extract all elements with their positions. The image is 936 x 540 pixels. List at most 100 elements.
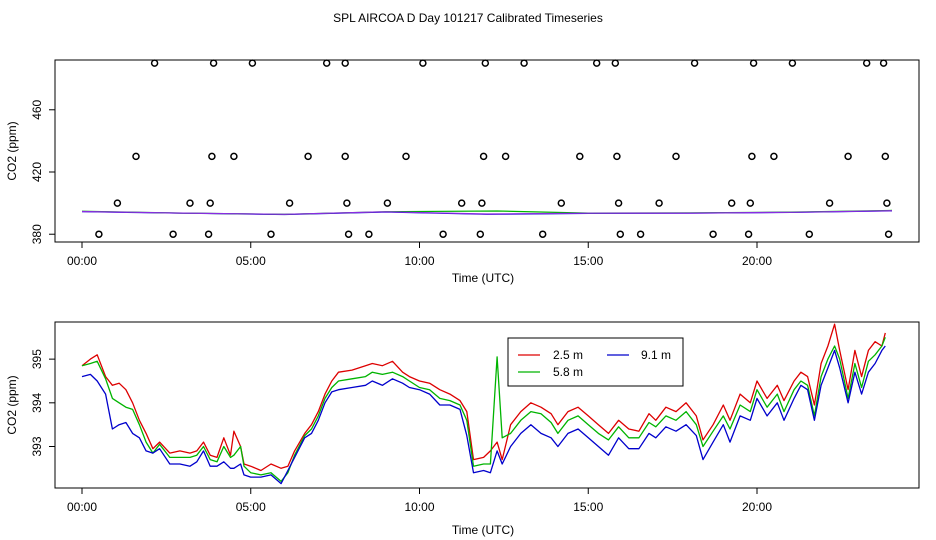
data-point [884,230,893,238]
panel-top-x-axis: 00:00 05:00 10:00 15:00 20:00 [67,242,772,268]
x-tick-label: 15:00 [573,500,603,514]
data-point [709,230,717,238]
data-point [204,230,213,238]
data-point [770,152,778,161]
data-point [862,59,871,67]
y-tick-label: 420 [30,162,44,182]
x-tick-label: 00:00 [67,254,97,268]
legend-box [507,337,684,387]
data-point [746,199,755,207]
data-point [208,152,216,161]
data-point [365,230,373,238]
data-point [616,230,625,238]
data-point [557,199,566,207]
panel-top-x-label: Time (UTC) [452,271,514,285]
data-point [478,199,486,207]
data-point [481,59,490,67]
x-tick-label: 20:00 [742,254,772,268]
panel-bottom-y-label: CO2 (ppm) [5,375,19,434]
data-point [805,230,814,238]
data-point [402,152,410,161]
y-tick-label: 394 [30,392,44,412]
data-point [169,230,177,238]
figure-title: SPL AIRCOA D Day 101217 Calibrated Times… [333,11,603,25]
x-tick-label: 20:00 [742,500,772,514]
series-line-red [81,323,886,472]
panel-bottom-x-label: Time (UTC) [452,523,514,537]
data-point [636,230,645,238]
data-point [749,59,758,67]
panel-bottom-y-axis: 393 394 395 [30,349,55,457]
data-point [186,199,194,207]
legend-label-5-8m: 5.8 m [553,365,583,379]
data-point [304,152,312,161]
data-point [206,199,214,207]
data-point [520,59,528,67]
data-point [576,152,584,161]
data-point [341,59,349,67]
data-point [592,59,601,67]
data-point [727,199,736,207]
data-point [690,59,699,67]
data-point [479,152,488,161]
panel-top: 00:00 05:00 10:00 15:00 20:00 380 420 460 Time… [5,59,920,285]
data-point [322,59,331,67]
data-point [672,152,680,161]
x-tick-label: 05:00 [236,500,266,514]
data-point [844,152,852,161]
data-point [419,59,427,67]
panel-bottom-frame [54,321,920,489]
data-point [538,230,547,238]
series-line-green [81,337,886,483]
data-point [230,152,238,161]
data-point [614,199,623,207]
data-point [476,230,485,238]
x-tick-label: 05:00 [236,254,266,268]
y-tick-label: 393 [30,436,44,456]
panel-bottom-marks [81,323,886,485]
data-point [344,230,353,238]
data-point [209,59,218,67]
data-point [343,199,351,207]
panel-bottom-x-axis: 00:00 05:00 10:00 15:00 20:00 [67,488,772,514]
data-point [655,199,663,207]
data-point [788,59,797,67]
data-point [248,59,257,67]
data-point [879,59,888,67]
panel-top-series-purple [81,210,893,215]
panel-top-y-label: CO2 (ppm) [5,121,19,180]
x-tick-label: 10:00 [404,500,434,514]
data-point [825,199,834,207]
data-point [383,199,392,207]
data-point [285,199,294,207]
data-point [501,152,510,161]
legend: 2.5 m 5.8 m 9.1 m [507,337,684,387]
data-point [881,152,890,161]
data-point [883,199,891,207]
x-tick-label: 10:00 [404,254,434,268]
panel-bottom: 00:00 05:00 10:00 15:00 20:00 393 394 395 Time… [5,321,920,537]
data-point [457,199,466,207]
data-point [744,230,753,238]
panel-top-marks [81,59,893,238]
x-tick-label: 00:00 [67,500,97,514]
legend-label-2-5m: 2.5 m [553,348,583,362]
y-tick-label: 395 [30,349,44,369]
panel-top-y-axis: 380 420 460 [30,99,55,244]
x-tick-label: 15:00 [573,254,603,268]
data-point [113,199,122,207]
legend-label-9-1m: 9.1 m [641,348,671,362]
y-tick-label: 380 [30,224,44,244]
data-point [613,152,621,161]
data-point [150,59,159,67]
data-point [748,152,756,161]
data-point [95,230,103,238]
data-point [611,59,620,67]
data-point [439,230,447,238]
series-line-blue [81,345,886,485]
data-point [341,152,349,161]
data-point [267,230,275,238]
y-tick-label: 460 [30,99,44,119]
data-point [132,152,140,161]
